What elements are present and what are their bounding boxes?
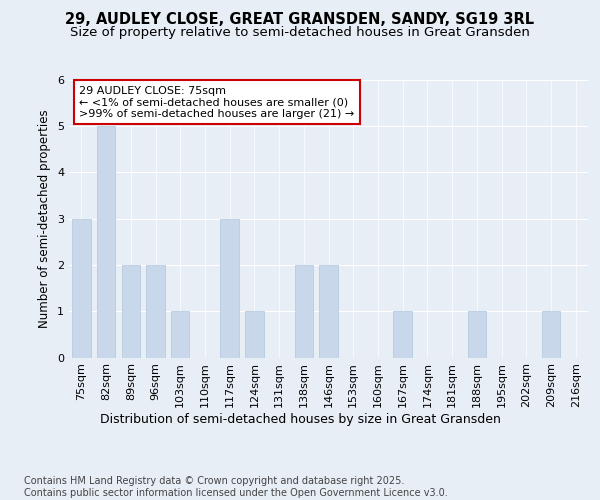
Bar: [97, 126, 115, 358]
Y-axis label: Number of semi-detached properties: Number of semi-detached properties: [38, 110, 52, 328]
Bar: [146, 265, 165, 358]
Text: Contains HM Land Registry data © Crown copyright and database right 2025.
Contai: Contains HM Land Registry data © Crown c…: [24, 476, 448, 498]
Bar: [319, 265, 338, 358]
Text: Size of property relative to semi-detached houses in Great Gransden: Size of property relative to semi-detach…: [70, 26, 530, 39]
Bar: [72, 219, 91, 358]
Text: 29, AUDLEY CLOSE, GREAT GRANSDEN, SANDY, SG19 3RL: 29, AUDLEY CLOSE, GREAT GRANSDEN, SANDY,…: [65, 12, 535, 28]
Bar: [220, 219, 239, 358]
Bar: [245, 311, 263, 358]
Bar: [542, 311, 560, 358]
Bar: [171, 311, 190, 358]
Text: Distribution of semi-detached houses by size in Great Gransden: Distribution of semi-detached houses by …: [100, 412, 500, 426]
Bar: [394, 311, 412, 358]
Bar: [295, 265, 313, 358]
Bar: [467, 311, 486, 358]
Bar: [122, 265, 140, 358]
Text: 29 AUDLEY CLOSE: 75sqm
← <1% of semi-detached houses are smaller (0)
>99% of sem: 29 AUDLEY CLOSE: 75sqm ← <1% of semi-det…: [79, 86, 355, 118]
